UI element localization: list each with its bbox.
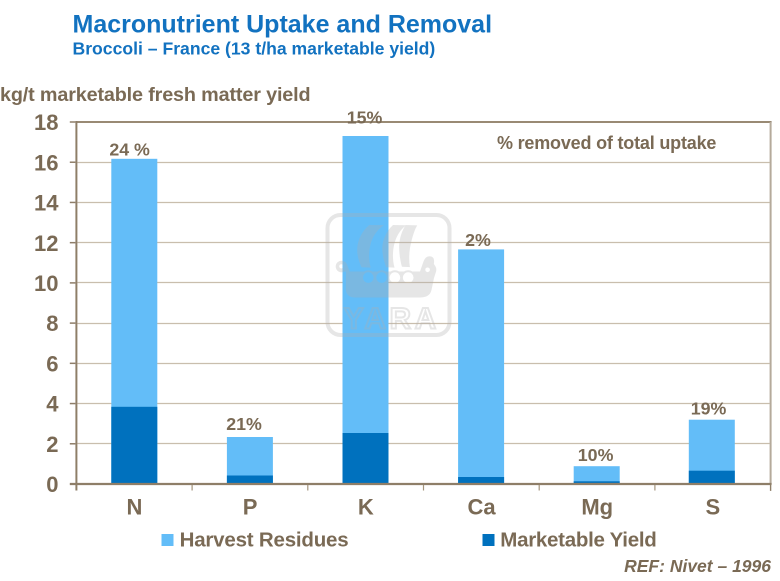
svg-text:2%: 2% [465, 230, 491, 250]
svg-text:Harvest Residues: Harvest Residues [180, 528, 349, 551]
svg-text:2: 2 [46, 432, 58, 457]
svg-text:Mg: Mg [581, 495, 613, 520]
svg-text:Macronutrient Uptake and Remov: Macronutrient Uptake and Removal [73, 10, 493, 38]
svg-text:Marketable Yield: Marketable Yield [500, 528, 656, 551]
svg-text:16: 16 [34, 150, 58, 175]
svg-text:21%: 21% [226, 414, 262, 434]
svg-text:% removed of total uptake: % removed of total uptake [497, 133, 716, 153]
svg-text:6: 6 [46, 351, 58, 376]
svg-text:S: S [706, 495, 721, 520]
svg-text:8: 8 [46, 311, 58, 336]
svg-text:12: 12 [34, 231, 58, 256]
svg-text:10: 10 [34, 271, 58, 296]
svg-text:0: 0 [46, 472, 58, 497]
svg-text:19%: 19% [691, 399, 727, 419]
svg-text:10%: 10% [578, 445, 614, 465]
svg-text:Broccoli – France (13 t/ha mar: Broccoli – France (13 t/ha marketable yi… [73, 39, 436, 59]
svg-text:Ca: Ca [467, 495, 496, 520]
svg-text:kg/t marketable fresh matter y: kg/t marketable fresh matter yield [0, 84, 310, 106]
svg-text:K: K [358, 495, 374, 520]
svg-text:N: N [126, 495, 142, 520]
svg-text:14: 14 [34, 191, 59, 216]
svg-text:REF: Nivet – 1996: REF: Nivet – 1996 [624, 556, 771, 576]
svg-text:18: 18 [34, 110, 58, 135]
svg-text:YARA: YARA [344, 303, 440, 336]
svg-text:4: 4 [46, 392, 59, 417]
svg-text:15%: 15% [347, 108, 383, 128]
svg-text:24 %: 24 % [109, 139, 150, 159]
svg-text:P: P [243, 495, 258, 520]
